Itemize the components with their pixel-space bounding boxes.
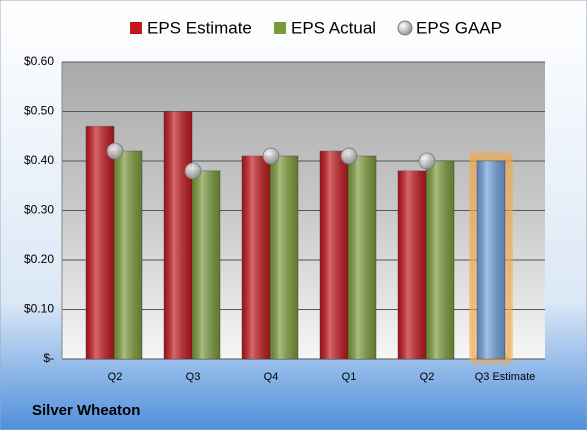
bar-shine <box>86 126 114 359</box>
bar-shine <box>114 151 142 359</box>
bar-shine <box>426 161 454 359</box>
marker <box>340 147 358 165</box>
x-tick-label: Q2 <box>420 371 435 383</box>
y-tick-label: $0.40 <box>24 153 54 167</box>
bar-shine <box>192 170 220 359</box>
marker <box>184 162 202 180</box>
bar-shine <box>270 156 298 359</box>
bar-shine <box>398 170 426 359</box>
marker <box>418 152 436 170</box>
x-tick-label: Q4 <box>264 371 279 383</box>
marker <box>106 142 124 160</box>
x-tick-label: Q3 Estimate <box>475 371 536 383</box>
chart-title: Silver Wheaton <box>32 402 140 419</box>
legend-swatch <box>130 22 142 34</box>
x-tick-label: Q3 <box>186 371 201 383</box>
y-tick-label: $0.30 <box>24 203 54 217</box>
legend-swatch <box>274 22 286 34</box>
bar-shine <box>348 156 376 359</box>
bar-shine <box>164 111 192 359</box>
legend-label: EPS Estimate <box>147 18 252 37</box>
x-tick-label: Q2 <box>108 371 123 383</box>
y-tick-label: $0.10 <box>24 302 54 316</box>
y-tick-label: $0.20 <box>24 252 54 266</box>
x-tick-label: Q1 <box>342 371 357 383</box>
plot: $- $0.10 $0.20 $0.30 $0.40 $0.50 $0.60 Q2 Q3 Q4 Q1… <box>24 18 545 383</box>
bar-shine <box>242 156 270 359</box>
legend-swatch <box>397 20 413 36</box>
y-tick-label: $0.50 <box>24 104 54 118</box>
legend-label: EPS Actual <box>291 18 376 37</box>
legend-label: EPS GAAP <box>416 18 502 37</box>
marker <box>262 147 280 165</box>
y-tick-label: $0.60 <box>24 54 54 68</box>
bar-shine <box>320 151 348 359</box>
bar-shine <box>477 161 505 359</box>
y-tick-label: $- <box>43 351 54 365</box>
